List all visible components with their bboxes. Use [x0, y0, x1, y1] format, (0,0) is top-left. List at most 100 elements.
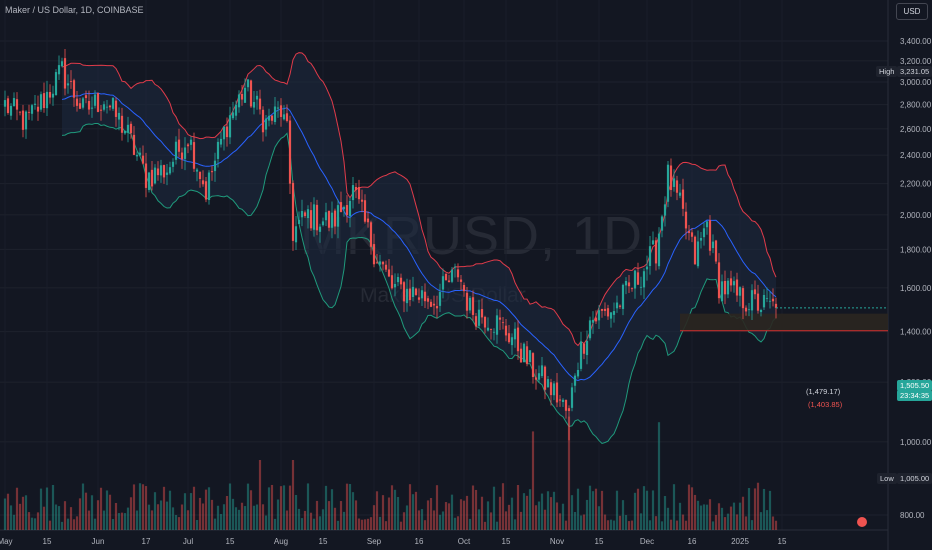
candle-body[interactable] — [735, 279, 739, 296]
candle-body[interactable] — [576, 369, 580, 377]
candle-body[interactable] — [588, 320, 592, 339]
candle-body[interactable] — [624, 280, 628, 286]
candle-body[interactable] — [288, 120, 292, 184]
candle-body[interactable] — [276, 107, 280, 109]
candle-body[interactable] — [33, 103, 37, 105]
candle-body[interactable] — [408, 288, 412, 301]
candle-body[interactable] — [45, 91, 49, 109]
candle-body[interactable] — [129, 123, 133, 134]
currency-button[interactable]: USD — [896, 3, 928, 20]
candle-body[interactable] — [315, 204, 319, 231]
candle-body[interactable] — [291, 182, 295, 241]
candle-body[interactable] — [645, 266, 649, 270]
candle-body[interactable] — [651, 240, 655, 245]
candle-body[interactable] — [363, 200, 367, 222]
candle-body[interactable] — [213, 160, 217, 172]
candle-body[interactable] — [168, 167, 172, 174]
candle-body[interactable] — [114, 100, 118, 117]
candle-body[interactable] — [474, 316, 478, 327]
candle-body[interactable] — [399, 277, 403, 285]
candle-body[interactable] — [711, 241, 715, 249]
candle-body[interactable] — [105, 106, 109, 108]
candle-body[interactable] — [471, 297, 475, 315]
candle-body[interactable] — [369, 222, 373, 247]
candle-body[interactable] — [540, 365, 544, 377]
candle-body[interactable] — [252, 102, 256, 108]
candle-body[interactable] — [108, 105, 112, 108]
candle-body[interactable] — [297, 219, 301, 224]
candle-body[interactable] — [690, 232, 694, 237]
candle-body[interactable] — [180, 152, 184, 160]
candle-body[interactable] — [426, 298, 430, 302]
candle-body[interactable] — [3, 100, 7, 107]
candle-body[interactable] — [582, 343, 586, 354]
candle-body[interactable] — [60, 61, 64, 67]
candle-body[interactable] — [528, 350, 532, 363]
candle-body[interactable] — [486, 327, 490, 331]
candle-body[interactable] — [255, 95, 259, 100]
candle-body[interactable] — [570, 387, 574, 408]
candle-body[interactable] — [630, 288, 634, 290]
candle-body[interactable] — [702, 228, 706, 238]
candle-body[interactable] — [681, 189, 685, 209]
candle-body[interactable] — [447, 280, 451, 283]
candle-body[interactable] — [516, 327, 520, 352]
candle-body[interactable] — [768, 300, 772, 302]
candle-body[interactable] — [579, 341, 583, 369]
candle-body[interactable] — [198, 171, 202, 180]
candle-body[interactable] — [381, 261, 385, 265]
candle-body[interactable] — [594, 317, 598, 322]
candle-body[interactable] — [513, 328, 517, 340]
candle-body[interactable] — [504, 325, 508, 336]
candle-body[interactable] — [450, 269, 454, 282]
candle-body[interactable] — [492, 331, 496, 333]
candle-body[interactable] — [303, 212, 307, 217]
candle-body[interactable] — [765, 297, 769, 299]
candle-body[interactable] — [465, 292, 469, 311]
candle-body[interactable] — [444, 273, 448, 281]
candle-body[interactable] — [390, 275, 394, 289]
candle-body[interactable] — [222, 126, 226, 140]
candle-body[interactable] — [591, 319, 595, 323]
event-icon[interactable] — [857, 517, 867, 527]
candle-body[interactable] — [666, 164, 670, 202]
candle-body[interactable] — [600, 308, 604, 311]
candle-body[interactable] — [693, 236, 697, 265]
candle-body[interactable] — [270, 115, 274, 121]
candle-body[interactable] — [39, 94, 43, 110]
candle-body[interactable] — [285, 113, 289, 121]
candle-body[interactable] — [27, 111, 31, 113]
candle-body[interactable] — [36, 106, 40, 112]
candle-body[interactable] — [468, 297, 472, 311]
candle-body[interactable] — [639, 286, 643, 288]
candle-body[interactable] — [126, 124, 130, 133]
candle-body[interactable] — [159, 165, 163, 176]
candle-body[interactable] — [696, 241, 700, 267]
candle-body[interactable] — [273, 106, 277, 123]
candle-body[interactable] — [87, 101, 91, 110]
candle-body[interactable] — [564, 399, 568, 411]
candle-body[interactable] — [708, 220, 712, 251]
candle-body[interactable] — [387, 269, 391, 277]
candle-body[interactable] — [78, 103, 82, 109]
candle-body[interactable] — [117, 112, 121, 120]
candle-body[interactable] — [684, 211, 688, 229]
candle-body[interactable] — [417, 297, 421, 300]
candle-body[interactable] — [396, 277, 400, 283]
candle-body[interactable] — [48, 92, 52, 98]
candle-body[interactable] — [237, 94, 241, 108]
candle-body[interactable] — [405, 288, 409, 304]
candle-body[interactable] — [186, 144, 190, 147]
candle-body[interactable] — [378, 261, 382, 265]
candle-body[interactable] — [336, 205, 340, 227]
candle-body[interactable] — [744, 307, 748, 312]
candle-body[interactable] — [525, 346, 529, 364]
candle-body[interactable] — [480, 309, 484, 318]
candle-body[interactable] — [177, 139, 181, 152]
candle-body[interactable] — [354, 186, 358, 190]
candle-body[interactable] — [663, 204, 667, 216]
candle-body[interactable] — [573, 375, 577, 386]
candle-body[interactable] — [672, 178, 676, 187]
candle-body[interactable] — [72, 80, 76, 98]
